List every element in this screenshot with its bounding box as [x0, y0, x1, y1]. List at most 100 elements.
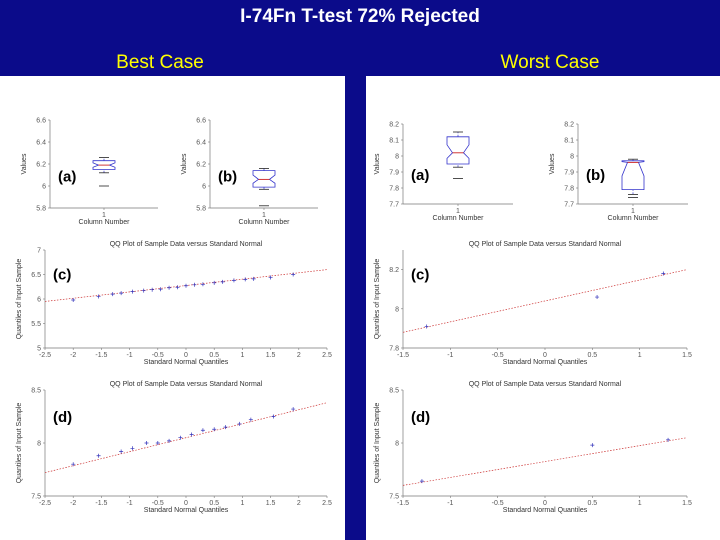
y-tick-label: 7.8 [389, 346, 399, 353]
y-tick-label: 5.8 [36, 206, 46, 213]
y-tick-label: 6.4 [196, 140, 206, 147]
best-c-chart: 5 5.5 6 6.5 7 Quantiles of Input Sample Standa… [16, 241, 332, 366]
y-tick-label: 8 [395, 306, 399, 313]
x-tick-label: -1.5 [397, 500, 409, 507]
x-tick-label: -1.5 [397, 352, 409, 359]
x-tick-label: 1 [638, 500, 642, 507]
data-point [243, 277, 248, 282]
reference-line [44, 402, 328, 474]
x-tick-label: -0.5 [492, 500, 504, 507]
data-point [184, 283, 188, 288]
data-point [595, 295, 600, 300]
x-tick-label: 1 [631, 208, 635, 215]
data-point [178, 435, 183, 440]
panel-label: (a) [411, 167, 429, 184]
panel-label: (d) [411, 409, 430, 426]
y-tick-label: 7.9 [564, 170, 574, 177]
data-point [71, 462, 76, 467]
x-tick-label: 0.5 [209, 500, 219, 507]
box [92, 160, 116, 170]
y-tick-label: 8 [395, 441, 399, 448]
y-tick-label: 8.5 [389, 388, 399, 395]
qq-plot-title: QQ Plot of Sample Data versus Standard N… [469, 381, 622, 388]
y-tick-label: 7.8 [564, 186, 574, 193]
qq-plot-title: QQ Plot of Sample Data versus Standard N… [110, 381, 263, 388]
data-point [96, 294, 101, 299]
data-point [158, 287, 163, 292]
y-tick-label: 8.2 [389, 267, 399, 274]
panel-label: (c) [53, 266, 71, 283]
data-point [189, 432, 194, 437]
data-point [666, 437, 671, 442]
best-d-chart: 7.5 8 8.5 Quantiles of Input Sample Standard… [16, 381, 332, 514]
data-point [231, 278, 236, 283]
y-tick-label: 5 [37, 346, 41, 353]
y-tick-label: 8.5 [31, 388, 41, 395]
y-tick-label: 6.6 [196, 118, 206, 125]
x-tick-label: 2.5 [322, 352, 332, 359]
worst-a-chart: 7.7 7.8 7.9 8 8.1 8.2 Values Column Number (a) 1 [374, 122, 513, 222]
data-point [419, 479, 424, 484]
x-tick-label: -2.5 [39, 352, 51, 359]
y-tick-label: 6 [42, 184, 46, 191]
x-tick-label: 0 [184, 352, 188, 359]
y-tick-label: 7.9 [389, 170, 399, 177]
y-tick-label: 7.7 [564, 202, 574, 209]
x-tick-label: -1.5 [95, 352, 107, 359]
x-tick-label: 1 [102, 212, 106, 219]
y-tick-label: 8 [570, 154, 574, 161]
x-tick-label: -0.5 [152, 352, 164, 359]
y-axis-label: Quantiles of Input Sample [374, 259, 381, 340]
x-tick-label: 1 [262, 212, 266, 219]
panel-label: (b) [586, 167, 605, 184]
x-tick-label: -1 [126, 500, 132, 507]
data-point [141, 288, 146, 293]
panel-label: (c) [411, 266, 429, 283]
y-tick-label: 7.5 [31, 494, 41, 501]
data-point [212, 280, 217, 285]
x-axis-label: Column Number [239, 219, 291, 226]
y-tick-label: 6.2 [196, 162, 206, 169]
x-tick-label: -1 [447, 500, 453, 507]
x-tick-label: -1 [126, 352, 132, 359]
box [446, 136, 470, 165]
best-b-chart: 5.8 6 6.2 6.4 6.6 Values Column Number (b) 1 [181, 118, 318, 226]
x-tick-label: 0 [543, 500, 547, 507]
y-tick-label: 7.5 [389, 494, 399, 501]
x-axis-label: Standard Normal Quantiles [144, 507, 229, 514]
data-point [223, 425, 228, 430]
x-tick-label: 0.5 [587, 500, 597, 507]
y-tick-label: 7.8 [389, 186, 399, 193]
x-tick-label: 1.5 [682, 500, 692, 507]
x-axis-label: Standard Normal Quantiles [144, 359, 229, 366]
worst-c-chart: 7.8 8 8.2 Quantiles of Input Sample Standard… [374, 241, 692, 366]
data-point [167, 285, 172, 290]
y-axis-label: Values [374, 153, 381, 174]
x-tick-label: 1 [240, 500, 244, 507]
box [621, 160, 645, 190]
data-point [237, 421, 242, 426]
data-point [268, 275, 273, 280]
worst-case-panel [366, 76, 720, 540]
data-point [130, 446, 135, 451]
x-tick-label: -0.5 [152, 500, 164, 507]
data-point [590, 443, 595, 448]
y-tick-label: 6.5 [31, 272, 41, 279]
box [252, 170, 276, 188]
y-axis-label: Quantiles of Input Sample [16, 259, 23, 340]
data-point [291, 272, 296, 277]
x-tick-label: 1 [638, 352, 642, 359]
data-point [200, 282, 205, 287]
reference-line [402, 437, 688, 486]
x-tick-label: 1 [456, 208, 460, 215]
y-tick-label: 7.7 [389, 202, 399, 209]
x-axis-label: Column Number [608, 215, 660, 222]
y-tick-label: 8.2 [564, 122, 574, 129]
slide-title: I-74Fn T-test 72% Rejected [240, 6, 480, 27]
data-point [212, 427, 217, 432]
y-axis-label: Values [21, 153, 28, 174]
data-point [661, 271, 666, 276]
x-tick-label: 2.5 [322, 500, 332, 507]
best-case-heading: Best Case [116, 52, 204, 73]
